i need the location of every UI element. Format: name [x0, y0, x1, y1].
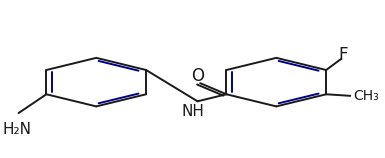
Text: CH₃: CH₃: [353, 89, 379, 103]
Text: H₂N: H₂N: [2, 122, 31, 137]
Text: O: O: [191, 67, 204, 85]
Text: NH: NH: [182, 104, 204, 119]
Text: F: F: [338, 46, 348, 64]
